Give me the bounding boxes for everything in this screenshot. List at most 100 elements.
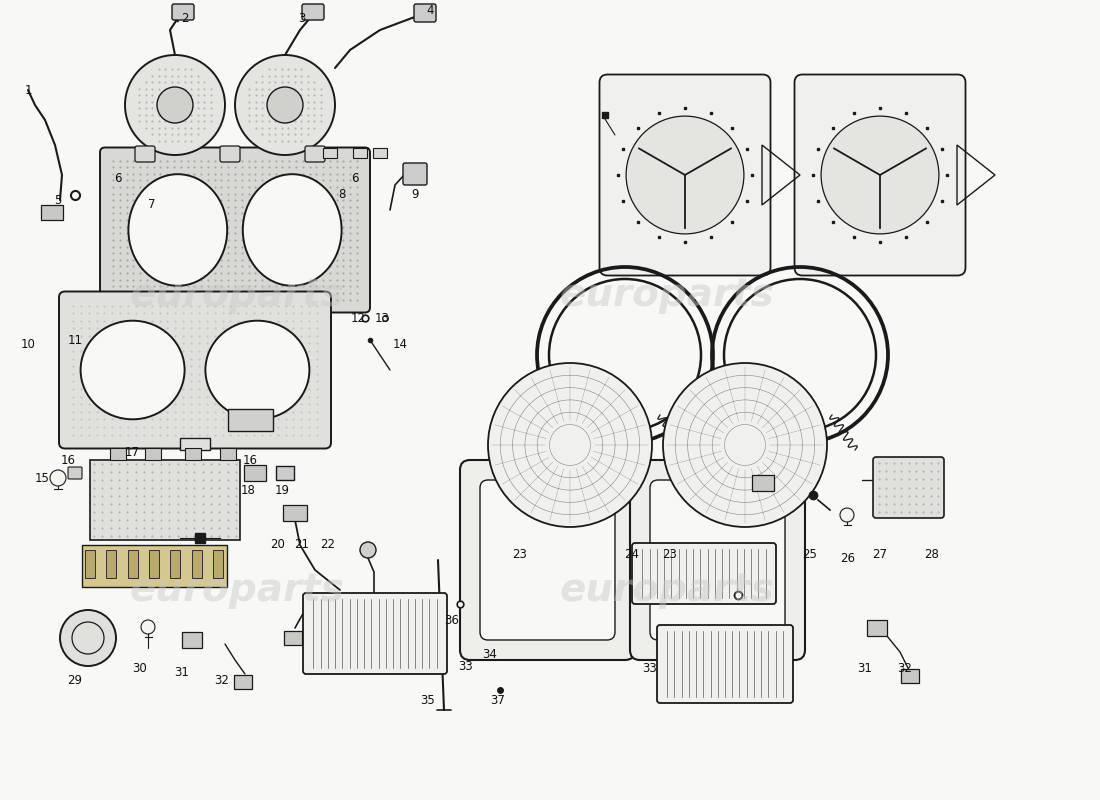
Bar [276,466,294,480]
Bar [867,620,887,636]
Text: 28: 28 [925,549,939,562]
Bar [85,550,95,578]
FancyBboxPatch shape [630,460,805,660]
Text: 16: 16 [242,454,257,466]
FancyBboxPatch shape [414,4,436,22]
Circle shape [488,363,652,527]
Text: 36: 36 [444,614,460,626]
Text: 15: 15 [34,471,50,485]
Bar [284,631,302,645]
Circle shape [50,470,66,486]
Bar [228,409,273,431]
FancyBboxPatch shape [373,148,387,158]
Text: 33: 33 [459,659,473,673]
Text: 23: 23 [662,549,678,562]
FancyBboxPatch shape [172,4,194,20]
Circle shape [141,620,155,634]
Circle shape [235,55,336,155]
Text: 1: 1 [24,83,32,97]
Bar [182,632,202,648]
FancyBboxPatch shape [794,74,966,275]
Circle shape [157,87,192,123]
Text: 20: 20 [271,538,285,551]
Circle shape [626,116,744,234]
Text: 24: 24 [625,549,639,562]
FancyBboxPatch shape [353,148,367,158]
FancyBboxPatch shape [873,457,944,518]
Text: 25: 25 [803,549,817,562]
Text: 6: 6 [351,171,359,185]
Text: 30: 30 [133,662,147,674]
Circle shape [663,363,827,527]
Text: 32: 32 [898,662,912,674]
Bar [41,205,63,219]
Bar [145,448,161,460]
Text: 16: 16 [60,454,76,466]
Bar [128,550,138,578]
Bar [283,505,307,521]
FancyBboxPatch shape [302,4,324,20]
Text: 5: 5 [54,194,62,206]
Text: 14: 14 [393,338,407,351]
Text: 33: 33 [642,662,658,674]
Bar [90,460,240,540]
Text: 19: 19 [275,483,289,497]
Text: 32: 32 [214,674,230,686]
Ellipse shape [80,321,185,419]
Text: 31: 31 [858,662,872,674]
Text: 6: 6 [114,171,122,185]
Bar [110,448,126,460]
Bar [180,438,210,450]
Text: 12: 12 [351,311,365,325]
Text: 35: 35 [420,694,436,706]
Text: 11: 11 [67,334,82,346]
FancyBboxPatch shape [657,625,793,703]
Text: 23: 23 [513,549,527,562]
FancyBboxPatch shape [480,480,615,640]
Bar [148,550,159,578]
Bar [170,550,180,578]
Bar [213,550,223,578]
FancyBboxPatch shape [68,467,82,479]
FancyBboxPatch shape [302,593,447,674]
Text: 4: 4 [427,3,433,17]
FancyBboxPatch shape [59,291,331,449]
Text: 34: 34 [483,649,497,662]
FancyBboxPatch shape [100,147,370,313]
Text: europarts: europarts [130,571,345,609]
Circle shape [840,508,854,522]
FancyBboxPatch shape [600,74,770,275]
FancyBboxPatch shape [632,543,776,604]
Ellipse shape [206,321,309,419]
Text: europarts: europarts [130,276,345,314]
Text: 2: 2 [182,11,189,25]
Bar [234,675,252,689]
Ellipse shape [243,174,342,286]
Bar [185,448,201,460]
Bar [220,448,236,460]
FancyBboxPatch shape [403,163,427,185]
FancyBboxPatch shape [305,146,324,162]
Text: europarts: europarts [560,571,774,609]
FancyBboxPatch shape [248,467,262,479]
Circle shape [821,116,939,234]
Text: 31: 31 [175,666,189,678]
Bar [107,550,117,578]
FancyBboxPatch shape [460,460,635,660]
Text: 21: 21 [295,538,309,551]
Text: 9: 9 [411,189,419,202]
Text: 37: 37 [491,694,505,706]
Circle shape [60,610,116,666]
Text: 27: 27 [872,549,888,562]
Text: 8: 8 [339,189,345,202]
Bar [191,550,201,578]
Text: 26: 26 [840,551,856,565]
Text: 3: 3 [298,11,306,25]
Text: 17: 17 [124,446,140,459]
Bar [901,669,918,683]
Text: 7: 7 [148,198,156,211]
Bar [752,475,774,491]
Text: 29: 29 [67,674,82,686]
Bar [82,545,227,587]
Circle shape [125,55,226,155]
